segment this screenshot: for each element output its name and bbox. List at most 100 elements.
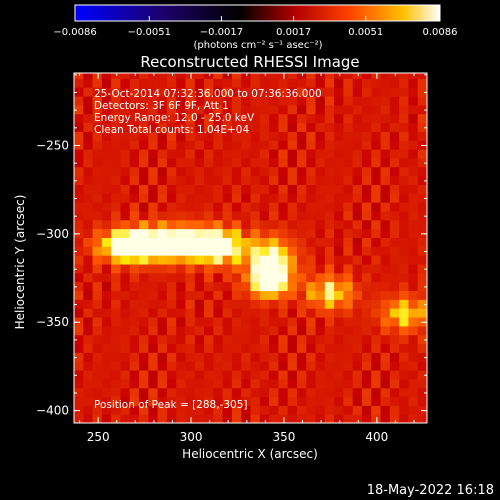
heatmap-cell (139, 113, 149, 124)
heatmap-cell (213, 166, 224, 177)
heatmap-cell (222, 396, 233, 406)
heatmap-cell (74, 281, 84, 292)
heatmap-cell (111, 175, 122, 185)
heatmap-cell (361, 343, 372, 353)
heatmap-cell (213, 140, 224, 150)
heatmap-cell (334, 78, 344, 88)
heatmap-cell (334, 361, 344, 371)
heatmap-cell (399, 299, 410, 309)
heatmap-cell (259, 184, 270, 194)
heatmap-cell (343, 166, 354, 177)
heatmap-cell (148, 157, 159, 168)
heatmap-cell (222, 104, 233, 115)
heatmap-cell (231, 73, 242, 79)
heatmap-cell (287, 95, 298, 106)
heatmap-cell (324, 175, 335, 185)
heatmap-cell (120, 175, 131, 185)
heatmap-cell (139, 95, 149, 106)
heatmap-cell (352, 255, 363, 265)
heatmap-cell (157, 352, 168, 362)
heatmap-cell (269, 95, 279, 106)
heatmap-cell (380, 246, 391, 256)
heatmap-cell (408, 387, 419, 398)
heatmap-cell (139, 343, 149, 353)
heatmap-cell (259, 414, 270, 423)
heatmap-cell (185, 219, 196, 230)
heatmap-cell (269, 210, 279, 221)
heatmap-cell (278, 387, 289, 398)
heatmap-cell (129, 308, 140, 318)
heatmap-cell (269, 131, 279, 141)
heatmap-cell (417, 378, 427, 389)
heatmap-cell (380, 378, 391, 389)
heatmap-cell (129, 299, 140, 309)
heatmap-cell (250, 131, 261, 141)
heatmap-cell (334, 122, 344, 132)
heatmap-cell (101, 73, 112, 79)
heatmap-cell (129, 131, 140, 141)
heatmap-cell (241, 113, 252, 124)
heatmap-cell (166, 343, 177, 353)
heatmap-cell (296, 308, 307, 318)
heatmap-cell (74, 255, 84, 265)
heatmap-cell (306, 378, 317, 389)
heatmap-cell (148, 122, 159, 132)
heatmap-cell (306, 325, 317, 336)
heatmap-cell (352, 299, 363, 309)
heatmap-cell (92, 166, 103, 177)
heatmap-cell (371, 95, 382, 106)
heatmap-cell (408, 246, 419, 256)
heatmap-cell (101, 228, 112, 238)
heatmap-cell (176, 140, 187, 150)
heatmap-cell (139, 387, 149, 398)
heatmap-cell (417, 343, 427, 353)
heatmap-cell (278, 175, 289, 185)
heatmap-cell (83, 140, 94, 150)
heatmap-cell (278, 149, 289, 159)
heatmap-cell (74, 237, 84, 247)
heatmap-cell (176, 87, 187, 97)
heatmap-cell (259, 193, 270, 203)
heatmap-cell (101, 325, 112, 336)
heatmap-cell (306, 246, 317, 256)
heatmap-cell (222, 157, 233, 168)
heatmap-cell (129, 140, 140, 150)
heatmap-cell (111, 369, 122, 380)
heatmap-cell (185, 210, 196, 221)
heatmap-cell (139, 184, 149, 194)
heatmap-cell (204, 73, 214, 79)
heatmap-cell (231, 290, 242, 300)
heatmap-cell (222, 131, 233, 141)
heatmap-cell (166, 87, 177, 97)
heatmap-cell (408, 369, 419, 380)
heatmap-cell (204, 104, 214, 115)
heatmap-cell (343, 202, 354, 212)
heatmap-cell (306, 87, 317, 97)
heatmap-cell (361, 255, 372, 265)
heatmap-cell (139, 334, 149, 345)
heatmap-cell (361, 122, 372, 132)
heatmap-cell (389, 210, 400, 221)
heatmap-cell (101, 378, 112, 389)
heatmap-cell (157, 219, 168, 230)
heatmap-cell (259, 140, 270, 150)
heatmap-cell (399, 352, 410, 362)
heatmap-cell (204, 246, 214, 256)
heatmap-cell (120, 166, 131, 177)
heatmap-cell (334, 299, 344, 309)
heatmap-cell (278, 378, 289, 389)
heatmap-cell (111, 352, 122, 362)
heatmap-cell (176, 414, 187, 423)
heatmap-cell (101, 95, 112, 106)
heatmap-cell (371, 334, 382, 345)
heatmap-cell (371, 202, 382, 212)
heatmap-cell (204, 219, 214, 230)
heatmap-cell (157, 369, 168, 380)
heatmap-cell (315, 95, 326, 106)
heatmap-cell (204, 396, 214, 406)
heatmap-cell (157, 140, 168, 150)
heatmap-cell (287, 246, 298, 256)
heatmap-cell (185, 290, 196, 300)
heatmap-cell (278, 210, 289, 221)
heatmap-cell (139, 369, 149, 380)
